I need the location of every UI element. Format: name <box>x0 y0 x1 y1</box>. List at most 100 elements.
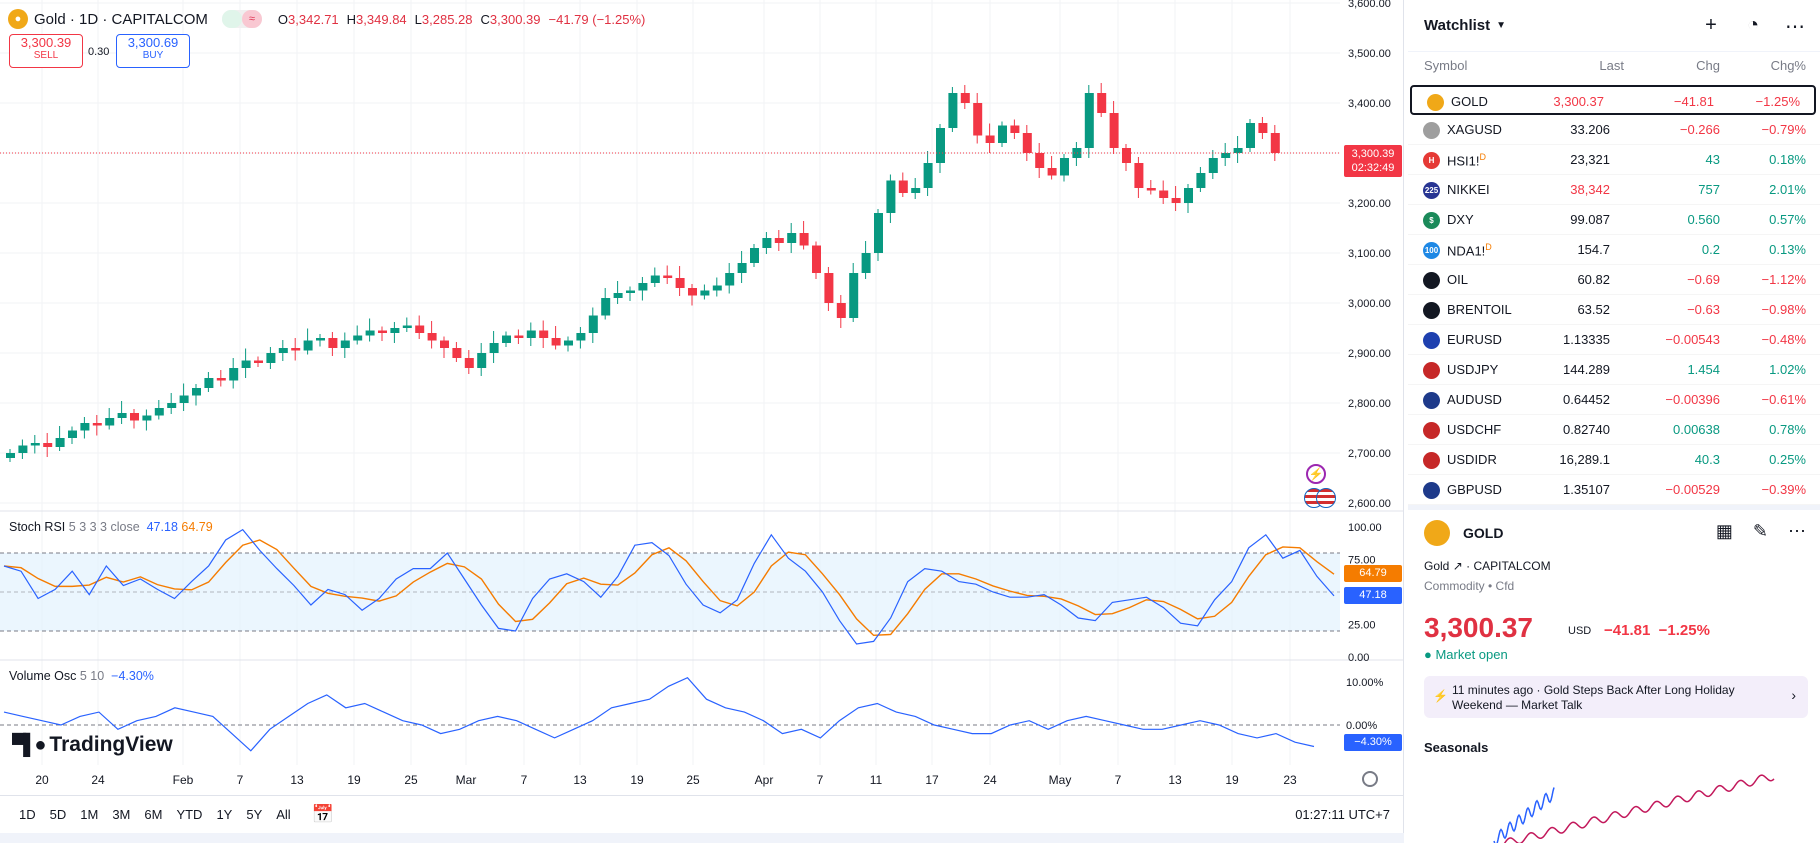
grid-layout-icon[interactable]: ▦ <box>1715 521 1733 541</box>
range-1y[interactable]: 1Y <box>216 807 233 822</box>
watchlist-symbol: HSI1!D <box>1447 152 1487 169</box>
candle-body <box>923 163 933 188</box>
watchlist-title[interactable]: Watchlist <box>1424 17 1491 34</box>
stoch-axis-label: 75.00 <box>1348 555 1376 567</box>
watchlist-last: 33.206 <box>1570 122 1610 137</box>
market-status-pill[interactable]: ≈ <box>221 10 262 28</box>
range-5y[interactable]: 5Y <box>246 807 263 822</box>
chart-area[interactable]: 3,600.003,500.003,400.003,300.003,200.00… <box>0 0 1404 843</box>
candle-body <box>1122 148 1131 163</box>
candle-body <box>92 423 102 426</box>
candle-body <box>812 245 821 273</box>
stoch-rsi-legend[interactable]: Stoch RSI 5 3 3 3 close 47.18 64.79 <box>9 520 213 534</box>
time-axis-label: 13 <box>290 773 304 787</box>
flash-event-icon[interactable]: ⚡ <box>1306 464 1326 484</box>
range-6m[interactable]: 6M <box>144 807 163 822</box>
watchlist-row-dxy[interactable]: $ DXY 99.087 0.560 0.57% <box>1408 205 1820 235</box>
chevron-right-icon: › <box>1791 687 1796 703</box>
detail-symbol[interactable]: GOLD <box>1463 525 1504 541</box>
range-1m[interactable]: 1M <box>80 807 99 822</box>
go-to-date-calendar-icon[interactable]: 📅 <box>311 804 335 824</box>
watchlist-chg-pct: 0.57% <box>1769 212 1806 227</box>
bottom-panel-strip[interactable] <box>0 833 1404 843</box>
watchlist-row-usdidr[interactable]: USDIDR 16,289.1 40.3 0.25% <box>1408 445 1820 475</box>
time-axis-label: 23 <box>1283 773 1297 787</box>
utc-clock[interactable]: 01:27:11 UTC+7 <box>1295 807 1390 822</box>
range-1d[interactable]: 1D <box>19 807 36 822</box>
symbol-title[interactable]: Gold · 1D · CAPITALCOM <box>34 10 208 28</box>
range-3m[interactable]: 3M <box>112 807 131 822</box>
watchlist-last: 1.35107 <box>1563 482 1610 497</box>
chevron-down-icon[interactable]: ▼ <box>1496 20 1507 31</box>
edit-icon[interactable]: ✎ <box>1752 521 1768 541</box>
add-symbol-icon[interactable]: + <box>1705 14 1717 36</box>
watchlist-row-gold[interactable]: GOLD 3,300.37 −41.81 −1.25% <box>1410 85 1816 115</box>
col-chg[interactable]: Chg <box>1696 58 1720 73</box>
candle-body <box>43 443 53 447</box>
candle-body <box>774 238 784 243</box>
watchlist-row-hsi1[interactable]: H HSI1!D 23,321 43 0.18% <box>1408 145 1820 175</box>
col-symbol[interactable]: Symbol <box>1424 58 1468 73</box>
watchlist-row-nda1[interactable]: 100 NDA1!D 154.7 0.2 0.13% <box>1408 235 1820 265</box>
bottom-toolbar: 1D 5D 1M 3M 6M YTD 1Y 5Y All 📅 01:27:11 … <box>0 795 1404 833</box>
candle-body <box>861 253 871 273</box>
price-axis-label: 3,000.00 <box>1348 298 1391 310</box>
candle-body <box>1146 188 1156 191</box>
watchlist-chg-pct: −0.98% <box>1761 302 1806 317</box>
last-price-tag: 3,300.39 02:32:49 <box>1344 145 1402 177</box>
watchlist-chg-pct: 0.18% <box>1769 152 1806 167</box>
time-axis-label: 11 <box>870 773 883 787</box>
watchlist-row-usdjpy[interactable]: USDJPY 144.289 1.454 1.02% <box>1408 355 1820 385</box>
chart-settings-gear-icon[interactable] <box>1362 771 1378 787</box>
range-all[interactable]: All <box>276 807 291 822</box>
time-axis-label: 25 <box>686 773 700 787</box>
advanced-view-icon[interactable]: ◔ <box>1746 14 1760 36</box>
candle-body <box>638 283 648 291</box>
watchlist-chg: 0.2 <box>1701 242 1720 257</box>
candle-body <box>1022 133 1032 153</box>
candle-body <box>440 340 449 348</box>
candle-body <box>564 340 573 346</box>
buy-button[interactable]: 3,300.69 BUY <box>116 34 190 68</box>
panel-separator[interactable] <box>1408 505 1820 510</box>
watchlist-row-nikkei[interactable]: 225 NIKKEI 38,342 757 2.01% <box>1408 175 1820 205</box>
news-headline[interactable]: ⚡ 11 minutes ago · Gold Steps Back After… <box>1424 676 1808 718</box>
watchlist-row-eurusd[interactable]: EURUSD 1.13335 −0.00543 −0.48% <box>1408 325 1820 355</box>
watchlist-row-gbpusd[interactable]: GBPUSD 1.35107 −0.00529 −0.39% <box>1408 475 1820 505</box>
volume-osc-legend[interactable]: Volume Osc 5 10 −4.30% <box>9 669 154 683</box>
watchlist-row-audusd[interactable]: AUDUSD 0.64452 −0.00396 −0.61% <box>1408 385 1820 415</box>
candle-body <box>1097 93 1107 113</box>
sell-button[interactable]: 3,300.39 SELL <box>9 34 83 68</box>
more-options-icon[interactable]: ⋯ <box>1785 16 1805 38</box>
watchlist-symbol: GBPUSD <box>1447 482 1502 497</box>
candle-body <box>985 135 995 143</box>
watchlist-row-oil[interactable]: OIL 60.82 −0.69 −1.12% <box>1408 265 1820 295</box>
col-chg-pct[interactable]: Chg% <box>1770 58 1806 73</box>
watchlist-row-usdchf[interactable]: USDCHF 0.82740 0.00638 0.78% <box>1408 415 1820 445</box>
candle-body <box>1084 93 1094 148</box>
candle-body <box>675 278 685 288</box>
seasonals-chart[interactable] <box>1424 756 1808 843</box>
candle-body <box>154 408 164 416</box>
symbol-logo-icon <box>1423 392 1440 409</box>
candle-body <box>291 348 301 351</box>
watchlist-chg-pct: 0.25% <box>1769 452 1806 467</box>
candle-body <box>452 348 462 358</box>
watchlist-row-xagusd[interactable]: XAGUSD 33.206 −0.266 −0.79% <box>1408 115 1820 145</box>
watchlist-symbol: USDCHF <box>1447 422 1502 437</box>
range-5d[interactable]: 5D <box>49 807 67 822</box>
watchlist-last: 0.82740 <box>1563 422 1610 437</box>
col-last[interactable]: Last <box>1599 58 1624 73</box>
range-ytd[interactable]: YTD <box>176 807 203 822</box>
more-options-icon[interactable]: ⋯ <box>1788 521 1806 541</box>
watchlist-symbol: XAGUSD <box>1447 122 1502 137</box>
symbol-logo-icon <box>1427 94 1444 111</box>
watchlist-chg: 0.00638 <box>1673 422 1720 437</box>
watchlist-symbol: DXY <box>1447 212 1474 227</box>
watchlist-row-brentoil[interactable]: BRENTOIL 63.52 −0.63 −0.98% <box>1408 295 1820 325</box>
candle-body <box>105 418 115 426</box>
external-link-icon[interactable]: ↗ <box>1452 559 1463 573</box>
tradingview-logo[interactable]: ▀▌● TradingView <box>12 733 173 756</box>
chart-canvas[interactable]: 3,600.003,500.003,400.003,300.003,200.00… <box>0 0 1404 790</box>
us-event-flags-icon[interactable] <box>1304 488 1338 508</box>
